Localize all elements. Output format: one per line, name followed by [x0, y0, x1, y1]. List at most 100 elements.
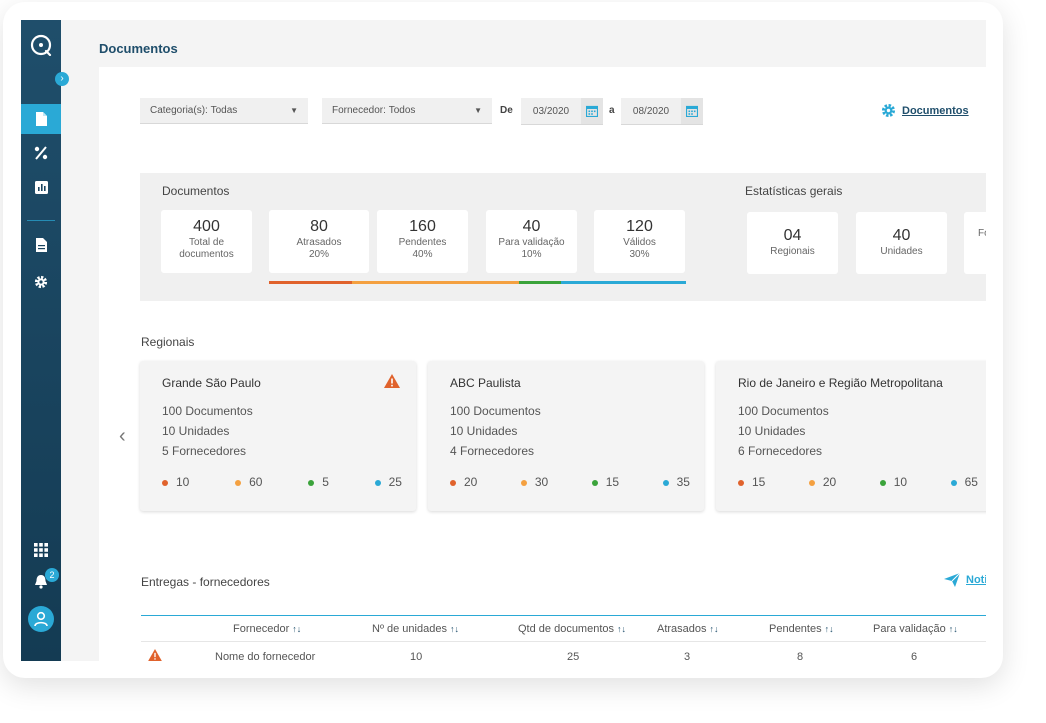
table-cell-units: 10: [410, 651, 423, 661]
status-dot-icon: [950, 479, 957, 486]
regional-card[interactable]: Grande São Paulo 100 Documentos 10 Unida…: [140, 361, 416, 511]
documents-settings-link[interactable]: Documentos: [881, 103, 969, 118]
stat-card-regionals[interactable]: 04 Regionais: [747, 212, 838, 274]
stats-panel: Documentos 400 Total de documentos 80 At…: [140, 173, 986, 301]
column-header-documents[interactable]: Qtd de documentos ↑↓: [518, 623, 627, 635]
chevron-down-icon: ▼: [290, 106, 298, 115]
stat-value: 04: [783, 227, 802, 244]
stat-percent: 10%: [521, 249, 542, 260]
regional-card[interactable]: ABC Paulista 100 Documentos 10 Unidades …: [428, 361, 704, 511]
bell-icon: [35, 574, 47, 589]
stat-label: Para validação: [498, 237, 565, 248]
sort-icon[interactable]: ↑↓: [824, 624, 834, 634]
date-separator: a: [609, 105, 615, 116]
status-dot-icon: [235, 479, 242, 486]
category-filter-label: Categoria(s):: [150, 105, 208, 116]
regionals-title: Regionais: [141, 335, 195, 349]
sort-icon[interactable]: ↑↓: [617, 624, 627, 634]
sort-icon[interactable]: ↑↓: [449, 624, 459, 634]
chevron-right-icon[interactable]: ›: [55, 72, 69, 86]
stat-label: Atrasados: [296, 237, 342, 248]
distribution-segment: [269, 281, 353, 284]
send-icon: [944, 573, 960, 587]
regional-documents: 100 Documentos: [738, 404, 829, 418]
regional-status-counts: 20 30 15 35: [450, 475, 690, 489]
date-from-value: 03/2020: [532, 105, 570, 117]
chevron-left-icon[interactable]: ‹: [119, 425, 126, 447]
supplier-filter[interactable]: Fornecedor: Todos ▼: [322, 98, 492, 124]
table-cell-late: 3: [684, 651, 691, 661]
regional-units: 10 Unidades: [738, 424, 806, 438]
regional-card[interactable]: Rio de Janeiro e Região Metropolitana 10…: [716, 361, 986, 511]
regional-documents: 100 Documentos: [162, 404, 253, 418]
status-dot-icon: [520, 479, 527, 486]
table-cell-supplier[interactable]: Nome do fornecedor: [215, 651, 316, 661]
file-icon: [35, 238, 47, 252]
sidebar-item-percentage[interactable]: [21, 138, 61, 168]
sidebar-divider: [27, 220, 55, 221]
distribution-segment: [560, 281, 686, 284]
notification-count-badge: 2: [45, 568, 59, 582]
documents-stats-title: Documentos: [162, 184, 230, 198]
column-header-late[interactable]: Atrasados ↑↓: [657, 623, 719, 635]
gear-icon: [881, 103, 896, 118]
table-cell-validation: 6: [911, 651, 918, 661]
category-filter[interactable]: Categoria(s): Todas ▼: [140, 98, 308, 124]
stat-card-valid[interactable]: 120 Válidos 30%: [594, 210, 685, 273]
status-dot-icon: [450, 479, 456, 486]
apps-grid-icon: [34, 543, 48, 557]
logo-icon[interactable]: [30, 34, 52, 56]
status-late: 10: [162, 475, 189, 489]
regional-units: 10 Unidades: [162, 424, 230, 438]
stat-label: Total de: [188, 237, 225, 248]
status-dot-icon: [808, 479, 815, 486]
category-filter-value: Todas: [210, 105, 238, 116]
deliveries-title: Entregas - fornecedores: [141, 575, 270, 589]
regional-status-counts: 15 20 10 65: [738, 475, 978, 489]
status-dot-icon: [591, 479, 598, 486]
column-header-validation[interactable]: Para validação ↑↓: [873, 623, 958, 635]
stat-card-suppliers[interactable]: Fo: [964, 212, 986, 274]
supplier-filter-value: Todos: [388, 105, 416, 116]
column-header-supplier[interactable]: Fornecedor ↑↓: [233, 623, 302, 635]
stat-label: Pendentes: [398, 237, 447, 248]
regional-status-counts: 10 60 5 25: [162, 475, 402, 489]
status-valid: 65: [950, 475, 978, 489]
status-dot-icon: [162, 479, 168, 486]
calendar-icon[interactable]: [681, 98, 703, 124]
distribution-segment: [352, 281, 520, 284]
stat-card-pending[interactable]: 160 Pendentes 40%: [377, 210, 468, 273]
regional-name: Rio de Janeiro e Região Metropolitana: [738, 376, 943, 390]
stat-card-late[interactable]: 80 Atrasados 20%: [269, 210, 369, 273]
user-icon: [34, 611, 48, 627]
column-header-pending[interactable]: Pendentes ↑↓: [769, 623, 834, 635]
percent-icon: [34, 146, 48, 160]
date-from-field[interactable]: 03/2020: [521, 98, 603, 125]
stat-value: 40: [892, 227, 911, 244]
status-dot-icon: [374, 479, 381, 486]
sidebar-item-settings[interactable]: [21, 267, 61, 297]
stat-card-total[interactable]: 400 Total de documentos: [161, 210, 252, 273]
stat-card-units[interactable]: 40 Unidades: [856, 212, 947, 274]
regional-suppliers: 4 Fornecedores: [450, 444, 535, 458]
stat-card-validation[interactable]: 40 Para validação 10%: [486, 210, 577, 273]
sort-icon[interactable]: ↑↓: [709, 624, 719, 634]
user-avatar[interactable]: [28, 606, 54, 632]
status-pending: 30: [520, 475, 548, 489]
status-valid: 35: [662, 475, 690, 489]
sidebar-item-reports[interactable]: [21, 172, 61, 202]
table-header-divider: [141, 615, 986, 616]
sort-icon[interactable]: ↑↓: [292, 624, 302, 634]
date-to-field[interactable]: 08/2020: [621, 98, 703, 125]
stat-value: 400: [193, 218, 220, 235]
sidebar-item-files[interactable]: [21, 230, 61, 260]
sidebar-item-documents[interactable]: [21, 104, 61, 134]
sidebar-item-notifications[interactable]: [21, 566, 61, 596]
notify-link[interactable]: Noti: [944, 573, 986, 587]
sort-icon[interactable]: ↑↓: [948, 624, 958, 634]
sidebar-item-apps[interactable]: [21, 535, 61, 565]
calendar-icon[interactable]: [581, 98, 603, 124]
status-validation: 15: [591, 475, 619, 489]
column-header-units[interactable]: Nº de unidades ↑↓: [372, 623, 459, 635]
status-validation: 5: [308, 475, 329, 489]
